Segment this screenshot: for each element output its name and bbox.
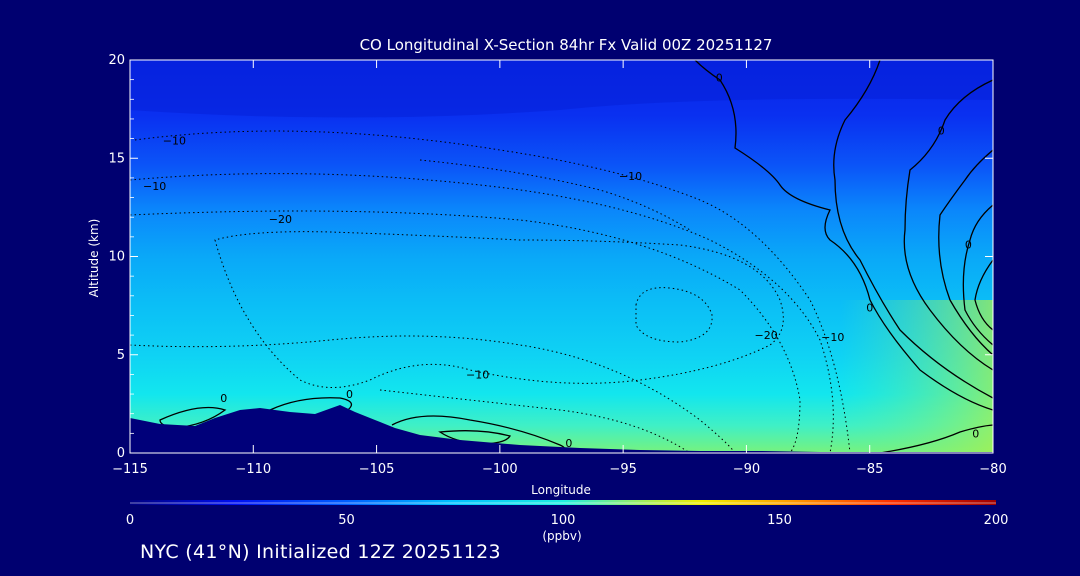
terrain-mask xyxy=(130,405,993,453)
contour-label: −10 xyxy=(143,180,166,193)
y-tick-label: 15 xyxy=(108,151,125,166)
colorbar: 0 50 100 150 200 (ppbv) xyxy=(126,500,1009,543)
x-tick-label: −105 xyxy=(359,462,395,477)
east-high-co-region xyxy=(840,300,993,453)
y-tick-label: 10 xyxy=(108,250,125,265)
contour-label: −10 xyxy=(466,368,489,381)
y-tick-label: 5 xyxy=(117,348,125,363)
y-axis: 0 5 10 15 20 xyxy=(108,53,993,461)
contour-label: −20 xyxy=(755,329,778,342)
x-axis: −115 −110 −105 −100 −95 −90 −85 −80 xyxy=(112,60,1007,477)
x-tick-label: −85 xyxy=(856,462,883,477)
contour-label: −20 xyxy=(269,213,292,226)
contour-label: −10 xyxy=(619,170,642,183)
x-tick-label: −80 xyxy=(979,462,1006,477)
negative-contours xyxy=(130,130,851,453)
x-tick-label: −115 xyxy=(112,462,148,477)
contour-label: 0 xyxy=(866,302,873,315)
x-axis-label: Longitude xyxy=(531,483,591,497)
contour-label: 0 xyxy=(565,437,572,450)
upper-band xyxy=(130,60,993,118)
contour-label: −10 xyxy=(821,331,844,344)
contour-label: 0 xyxy=(716,72,723,85)
colorbar-tick-label: 100 xyxy=(551,513,576,528)
x-tick-label: −95 xyxy=(609,462,636,477)
plot-area: 0 0 0 0 0 −10 −10 −10 −20 −20 −10 −10 0 0 0 xyxy=(130,60,993,453)
footer-caption: NYC (41°N) Initialized 12Z 20251123 xyxy=(140,541,501,563)
chart-title: CO Longitudinal X-Section 84hr Fx Valid … xyxy=(360,36,773,54)
y-tick-label: 20 xyxy=(108,53,125,68)
colorbar-unit: (ppbv) xyxy=(542,529,581,543)
contour-labels: 0 0 0 0 0 −10 −10 −10 −20 −20 −10 −10 0 0 0 xyxy=(143,72,979,450)
y-axis-label: Altitude (km) xyxy=(87,219,101,298)
x-tick-label: −100 xyxy=(482,462,518,477)
x-tick-label: −90 xyxy=(733,462,760,477)
contour-label: 0 xyxy=(220,392,227,405)
colorbar-tick-label: 150 xyxy=(767,513,792,528)
y-tick-label: 0 xyxy=(117,446,125,461)
colorbar-tick-label: 50 xyxy=(338,513,355,528)
colorbar-bar xyxy=(130,500,996,505)
colorbar-tick-label: 0 xyxy=(126,513,134,528)
contour-label: 0 xyxy=(938,125,945,138)
contour-label: 0 xyxy=(965,239,972,252)
contour-label: 0 xyxy=(346,388,353,401)
contour-label: 0 xyxy=(972,427,979,440)
colorbar-ticks: 0 50 100 150 200 xyxy=(126,513,1009,528)
colorbar-tick-label: 200 xyxy=(984,513,1009,528)
x-tick-label: −110 xyxy=(235,462,271,477)
contour-label: −10 xyxy=(163,135,186,148)
